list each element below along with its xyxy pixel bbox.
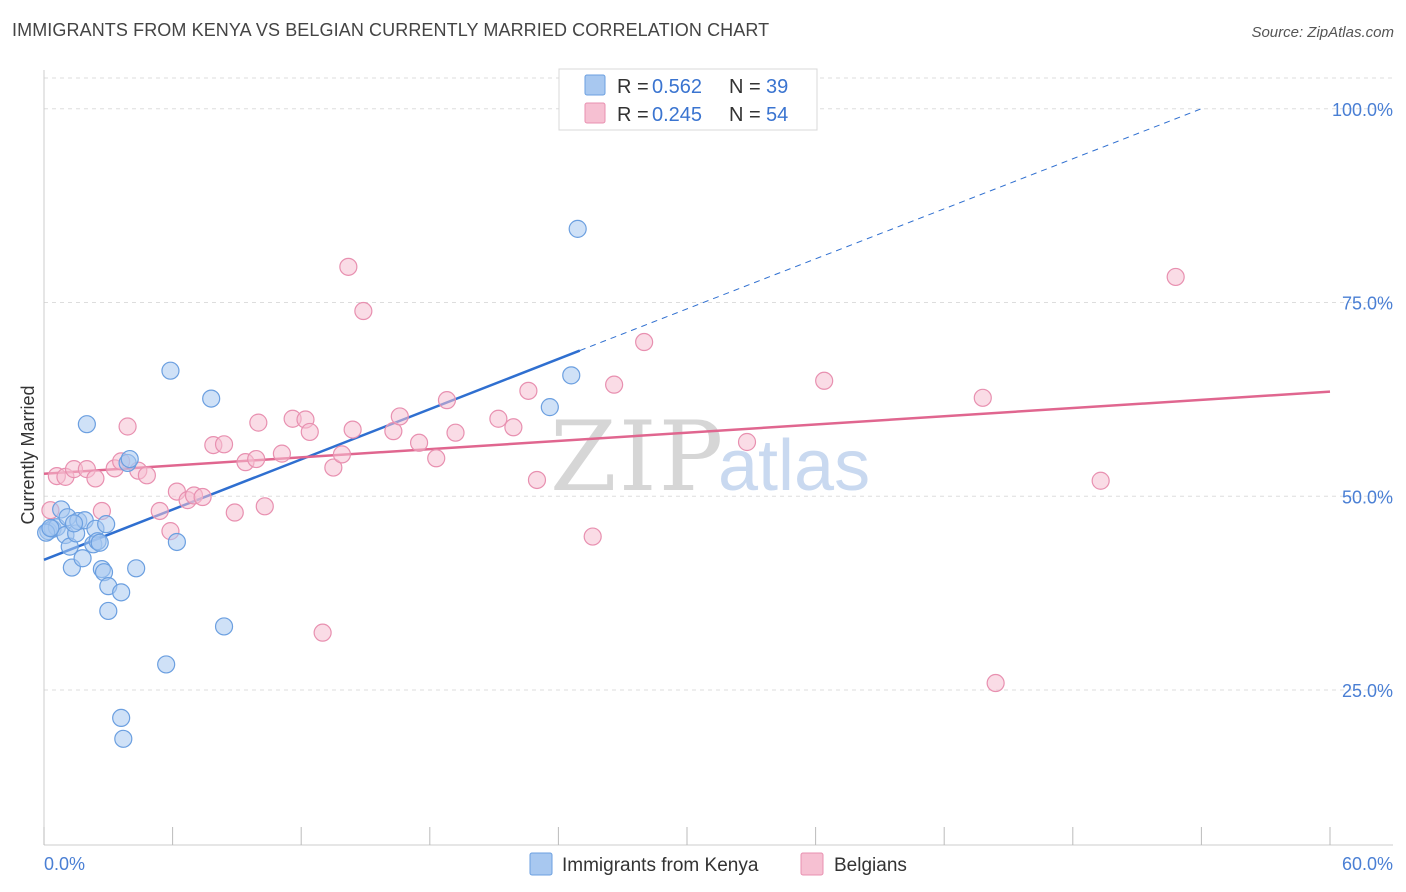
legend-belgian-n-label: N = xyxy=(729,104,761,126)
kenya-point-31 xyxy=(214,617,234,636)
legend-kenya-r-value: 0.562 xyxy=(652,76,702,98)
bottom-legend-kenya-label: Immigrants from Kenya xyxy=(562,855,759,876)
legend-belgian-r-label: R = xyxy=(617,104,649,126)
kenya-point-18 xyxy=(97,515,116,534)
chart-source: Source: ZipAtlas.com xyxy=(1251,24,1394,41)
belgian-point-11 xyxy=(137,466,156,485)
belgian-point-23 xyxy=(249,413,268,432)
y-tick-label-1: 50.0% xyxy=(1342,487,1393,507)
kenya-point-30 xyxy=(202,389,221,408)
bottom-legend-belgian-swatch xyxy=(800,852,824,876)
belgian-point-43 xyxy=(519,381,538,400)
belgian-point-45 xyxy=(583,527,602,546)
kenya-trend-extension xyxy=(579,108,1202,352)
legend-kenya-n-label: N = xyxy=(729,76,761,98)
legend-belgian-n-value: 54 xyxy=(766,104,788,126)
belgian-point-33 xyxy=(343,420,362,439)
belgian-point-25 xyxy=(272,444,292,463)
belgian-point-46 xyxy=(605,375,624,394)
kenya-point-28 xyxy=(161,361,180,380)
kenya-point-25 xyxy=(120,449,139,469)
belgian-point-49 xyxy=(815,371,834,390)
belgian-point-39 xyxy=(437,391,457,410)
watermark: ZIP atlas xyxy=(550,401,870,513)
belgian-point-29 xyxy=(313,623,332,642)
kenya-point-26 xyxy=(127,559,146,578)
belgian-point-22 xyxy=(247,449,266,469)
belgian-point-32 xyxy=(339,257,358,276)
x-tick-label-min: 0.0% xyxy=(44,854,85,874)
belgian-point-24 xyxy=(255,497,274,516)
belgian-point-17 xyxy=(193,487,212,507)
belgian-point-50 xyxy=(973,388,992,407)
belgian-point-30 xyxy=(324,458,343,477)
legend-belgian-swatch xyxy=(584,102,606,124)
kenya-point-10 xyxy=(73,549,92,568)
kenya-trend-line xyxy=(43,349,581,561)
axes xyxy=(43,70,1393,846)
top-legend: R = 0.562 N = 39 R = 0.245 N = 54 xyxy=(558,68,818,131)
belgian-point-40 xyxy=(446,423,465,442)
belgian-point-28 xyxy=(300,422,319,442)
legend-kenya-r-label: R = xyxy=(617,76,649,98)
belgian-point-12 xyxy=(150,501,169,521)
y-axis-label: Currently Married xyxy=(18,385,38,524)
belgian-point-44 xyxy=(527,470,547,490)
belgian-point-34 xyxy=(354,301,373,321)
belgian-point-51 xyxy=(986,673,1005,693)
kenya-point-36 xyxy=(41,518,60,538)
y-tick-label-0: 25.0% xyxy=(1342,681,1393,701)
kenya-point-32 xyxy=(540,398,559,417)
watermark-zip: ZIP xyxy=(550,401,725,513)
bottom-legend: Immigrants from Kenya Belgians xyxy=(529,852,907,876)
belgian-point-52 xyxy=(1091,471,1110,490)
belgian-point-41 xyxy=(489,409,508,428)
legend-belgian-r-value: 0.245 xyxy=(652,104,702,126)
kenya-point-23 xyxy=(114,729,133,748)
belgian-point-48 xyxy=(737,432,757,452)
kenya-point-38 xyxy=(90,533,109,552)
legend-kenya-n-value: 39 xyxy=(766,76,788,98)
data-points xyxy=(37,219,1185,748)
kenya-point-22 xyxy=(112,708,131,728)
y-tick-label-3: 100.0% xyxy=(1332,100,1393,120)
belgian-point-38 xyxy=(427,449,446,468)
kenya-point-21 xyxy=(112,583,131,602)
kenya-point-12 xyxy=(77,415,96,434)
kenya-point-33 xyxy=(562,366,581,385)
belgian-point-20 xyxy=(225,503,244,522)
belgian-point-5 xyxy=(86,469,105,488)
belgian-point-36 xyxy=(390,407,409,426)
legend-kenya-swatch xyxy=(584,74,606,96)
gridlines xyxy=(44,77,1393,691)
bottom-legend-kenya-swatch xyxy=(529,852,553,876)
kenya-point-27 xyxy=(157,655,176,674)
belgian-point-42 xyxy=(504,418,523,437)
kenya-point-34 xyxy=(568,219,587,238)
y-tick-label-2: 75.0% xyxy=(1342,294,1393,314)
chart-title: IMMIGRANTS FROM KENYA VS BELGIAN CURRENT… xyxy=(12,20,770,40)
kenya-point-29 xyxy=(167,532,186,552)
y-tick-labels: 25.0% 50.0% 75.0% 100.0% xyxy=(1332,100,1393,701)
x-tick-label-max: 60.0% xyxy=(1342,854,1393,874)
belgian-point-31 xyxy=(332,445,352,464)
belgian-point-9 xyxy=(118,417,137,436)
kenya-point-20 xyxy=(99,601,118,621)
kenya-point-37 xyxy=(64,514,84,533)
belgian-point-37 xyxy=(409,433,429,452)
belgian-point-53 xyxy=(1166,267,1185,287)
bottom-legend-belgian-label: Belgians xyxy=(834,855,907,876)
belgian-point-47 xyxy=(635,332,654,352)
belgian-point-19 xyxy=(214,435,234,454)
